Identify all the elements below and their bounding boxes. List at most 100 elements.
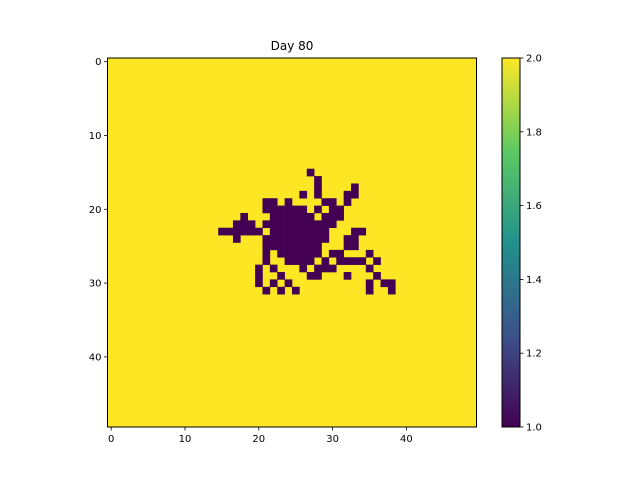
heatmap-cell <box>262 249 271 258</box>
colorbar <box>502 58 520 427</box>
colorbar-frame <box>501 57 521 428</box>
heatmap-cell <box>262 205 271 214</box>
heatmap-cell <box>343 198 352 206</box>
heatmap-cell <box>306 272 315 280</box>
heatmap-cell <box>262 220 271 229</box>
heatmap-cell <box>306 235 315 243</box>
heatmap-cell <box>299 227 308 236</box>
heatmap-cell <box>358 257 367 265</box>
heatmap-cell <box>292 257 300 265</box>
heatmap-cell <box>232 220 241 229</box>
heatmap-cell <box>269 264 278 273</box>
heatmap-cell <box>314 190 322 199</box>
y-tick-label: 0 <box>95 57 101 68</box>
heatmap-cell <box>277 286 285 295</box>
heatmap-cell <box>343 257 352 265</box>
heatmap-cell <box>255 272 263 280</box>
heatmap-cell <box>299 257 308 265</box>
heatmap-cell <box>262 198 271 206</box>
heatmap-cell <box>277 205 285 214</box>
heatmap-cell <box>314 227 322 236</box>
heatmap-cell <box>277 220 285 229</box>
heatmap-cell <box>277 235 285 243</box>
heatmap-cell <box>292 220 300 229</box>
heatmap-cell <box>306 168 315 177</box>
heatmap-cell <box>343 272 352 280</box>
heatmap-cell <box>299 205 308 214</box>
heatmap-cell <box>269 198 278 206</box>
heatmap-cell <box>314 242 322 251</box>
heatmap-cell <box>299 190 308 199</box>
heatmap-cell <box>299 264 308 273</box>
heatmap-cell <box>299 242 308 251</box>
heatmap-cell <box>365 286 374 295</box>
heatmap-cell <box>299 235 308 243</box>
heatmap-cell <box>343 235 352 243</box>
heatmap-cell <box>284 249 293 258</box>
heatmap-cell <box>380 279 389 288</box>
heatmap-cell <box>218 227 226 236</box>
x-axis: 0 10 20 30 40 <box>108 427 413 445</box>
y-axis: 0 10 20 30 40 <box>89 57 108 363</box>
heatmap-cell <box>240 212 249 221</box>
heatmap-cell <box>387 279 396 288</box>
y-tick-label: 10 <box>89 131 102 142</box>
heatmap-cell <box>292 227 300 236</box>
heatmap-cell <box>247 220 256 229</box>
colorbar-tick-label: 1.6 <box>526 201 542 212</box>
heatmap-cell <box>321 235 330 243</box>
chart-title: Day 80 <box>271 39 314 53</box>
colorbar-tick-label: 1.0 <box>526 423 542 434</box>
heatmap-cell <box>262 286 271 295</box>
heatmap-cell <box>262 242 271 251</box>
heatmap-cell <box>306 227 315 236</box>
heatmap-cell <box>284 257 293 265</box>
heatmap-cell <box>321 227 330 236</box>
colorbar-tick-label: 2.0 <box>526 54 542 65</box>
plot-frame <box>107 57 477 428</box>
x-tick-label: 40 <box>400 434 413 445</box>
heatmap-cell <box>365 279 374 288</box>
x-tick-label: 0 <box>108 434 114 445</box>
heatmap-cell <box>314 205 322 214</box>
heatmap-cell <box>277 242 285 251</box>
heatmap-cell <box>255 279 263 288</box>
heatmap-cell <box>365 264 374 273</box>
heatmap-cell <box>365 249 374 258</box>
heatmap-cell <box>269 235 278 243</box>
heatmap-cell <box>321 198 330 206</box>
heatmap-cell <box>306 242 315 251</box>
heatmap-cell <box>306 212 315 221</box>
heatmap-cell <box>292 235 300 243</box>
heatmap-cell <box>299 212 308 221</box>
heatmap-cell <box>269 212 278 221</box>
heatmap-cell <box>240 227 249 236</box>
heatmap-cell <box>336 212 344 221</box>
x-tick-label: 30 <box>326 434 339 445</box>
heatmap-cell <box>336 205 344 214</box>
heatmap-cell <box>328 198 337 206</box>
heatmap-cell <box>269 205 278 214</box>
x-tick-label: 20 <box>252 434 265 445</box>
heatmap-cell <box>255 264 263 273</box>
heatmap-cell <box>373 257 381 265</box>
heatmap-cell <box>373 272 381 280</box>
heatmap-cell <box>277 249 285 258</box>
heatmap-cell <box>284 227 293 236</box>
heatmap-cell <box>225 227 234 236</box>
heatmap-cell <box>336 257 344 265</box>
y-tick-label: 20 <box>89 205 102 216</box>
heatmap-cell <box>292 249 300 258</box>
heatmap-cell <box>269 220 278 229</box>
heatmap-cell <box>269 242 278 251</box>
heatmap-cell <box>314 176 322 184</box>
heatmap-cell <box>321 264 330 273</box>
colorbar-tick-label: 1.4 <box>526 275 542 286</box>
heatmap-cell <box>328 249 337 258</box>
heatmap-cell <box>314 249 322 258</box>
heatmap-cell <box>232 227 241 236</box>
heatmap-cell <box>284 212 293 221</box>
heatmap-cell <box>232 235 241 243</box>
y-tick-label: 30 <box>89 279 102 290</box>
